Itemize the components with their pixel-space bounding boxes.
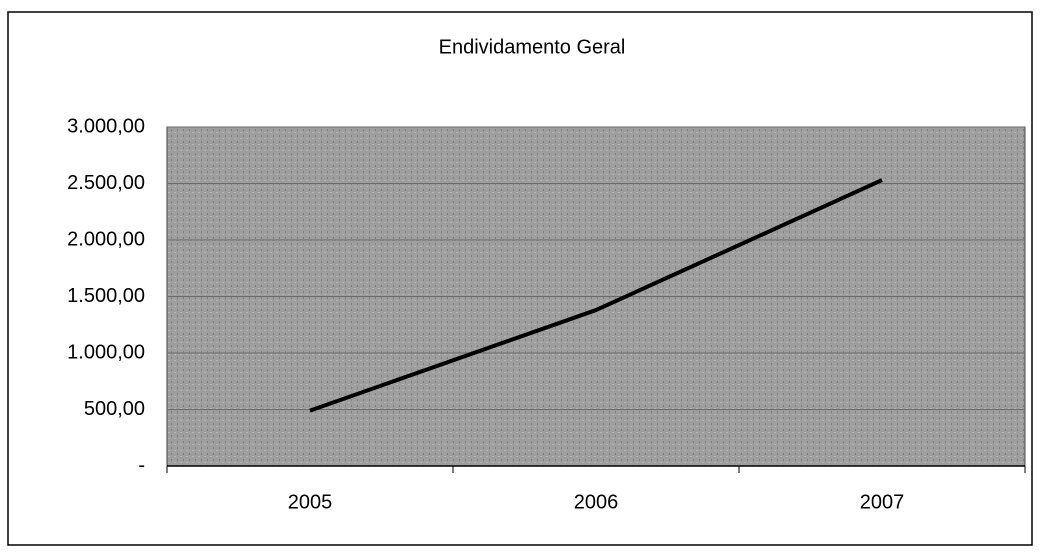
y-tick-label: 1.000,00 (67, 341, 145, 363)
y-tick-label: 1.500,00 (67, 285, 145, 307)
y-tick-label: 3.000,00 (67, 115, 145, 137)
line-series (309, 178, 883, 413)
chart-title: Endividamento Geral (439, 36, 626, 58)
x-tick-label: 2007 (860, 491, 905, 513)
x-tick-label: 2006 (574, 491, 619, 513)
y-tick-label: 2.000,00 (67, 228, 145, 250)
x-tick-label: 2005 (288, 491, 333, 513)
y-tick-label: - (138, 454, 145, 476)
y-tick-label: 500,00 (84, 398, 145, 420)
y-tick-label: 2.500,00 (67, 172, 145, 194)
